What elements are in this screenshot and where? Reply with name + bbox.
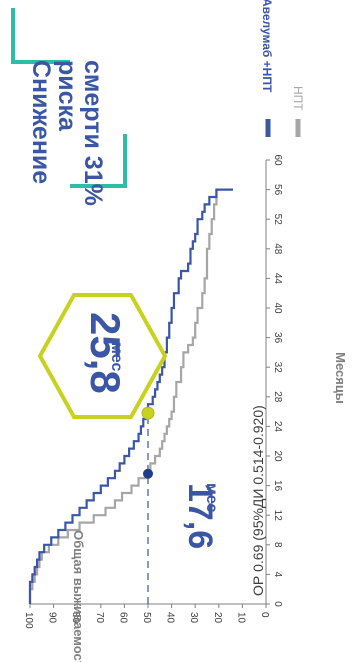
median-control-unit: мес (203, 483, 220, 513)
y-tick-label: 40 (165, 612, 176, 624)
x-tick-label: 20 (272, 450, 283, 462)
headline-block: Снижение риска смерти 31% (11, 8, 127, 206)
x-tick-label: 8 (272, 542, 283, 548)
x-tick-label: 44 (272, 273, 283, 285)
hexagon-badge (37, 293, 168, 419)
x-tick-label: 48 (272, 243, 283, 255)
median-control-callout: 17,6 мес (181, 483, 220, 549)
x-tick-label: 52 (272, 214, 283, 226)
y-axis-label: Общая выживаемость, % (71, 530, 86, 662)
y-tick-label: 70 (94, 612, 105, 624)
y-tick-label: 100 (23, 612, 34, 629)
x-tick-label: 4 (272, 572, 283, 578)
x-tick-label: 32 (272, 362, 283, 374)
x-tick-label: 56 (272, 184, 283, 196)
x-tick-label: 16 (272, 480, 283, 492)
headline-bracket-top (11, 8, 70, 64)
x-tick-label: 28 (272, 391, 283, 403)
median-control-value: 17,6 (181, 483, 219, 549)
y-tick-label: 50 (141, 612, 152, 624)
series-avelumab-npt-line (28, 188, 233, 604)
hazard-ratio-text: ОР 0.69 (95%ДИ 0.514-0.920) (250, 405, 266, 596)
y-tick-label: 80 (70, 612, 81, 624)
x-axis-label: Месяцы (333, 352, 348, 404)
median-treatment-unit: мес (108, 342, 125, 372)
y-tick-label: 30 (188, 612, 199, 624)
y-tick-label: 60 (117, 612, 128, 624)
x-tick-label: 40 (272, 302, 283, 314)
y-ticks: 0 10 20 30 40 50 60 70 80 90 100 (23, 604, 270, 629)
median-marker-avelumab-npt (141, 406, 155, 420)
legend: НПТ Авелумаб +НПТ (260, 0, 305, 137)
x-tick-label: 24 (272, 421, 283, 433)
x-tick-label: 12 (272, 510, 283, 522)
headline-line3: смерти 31% (79, 60, 107, 206)
x-tick-label: 0 (272, 601, 283, 607)
median-treatment-value: 25,8 (82, 312, 129, 394)
x-tick-label: 36 (272, 332, 283, 344)
median-marker-npt (143, 468, 153, 479)
headline-line2: риска (53, 60, 81, 132)
y-tick-label: 90 (47, 612, 58, 624)
median-treatment-callout: 25,8 мес (37, 293, 168, 419)
y-tick-label: 0 (259, 612, 270, 618)
legend-label-npt: НПТ (291, 86, 305, 111)
headline-line1: Снижение (27, 60, 55, 184)
x-tick-label: 60 (272, 154, 283, 166)
legend-label-avelumab-npt: Авелумаб +НПТ (260, 0, 274, 93)
y-tick-label: 10 (235, 612, 246, 624)
y-tick-label: 20 (212, 612, 223, 624)
headline-bracket-bottom (70, 134, 127, 188)
